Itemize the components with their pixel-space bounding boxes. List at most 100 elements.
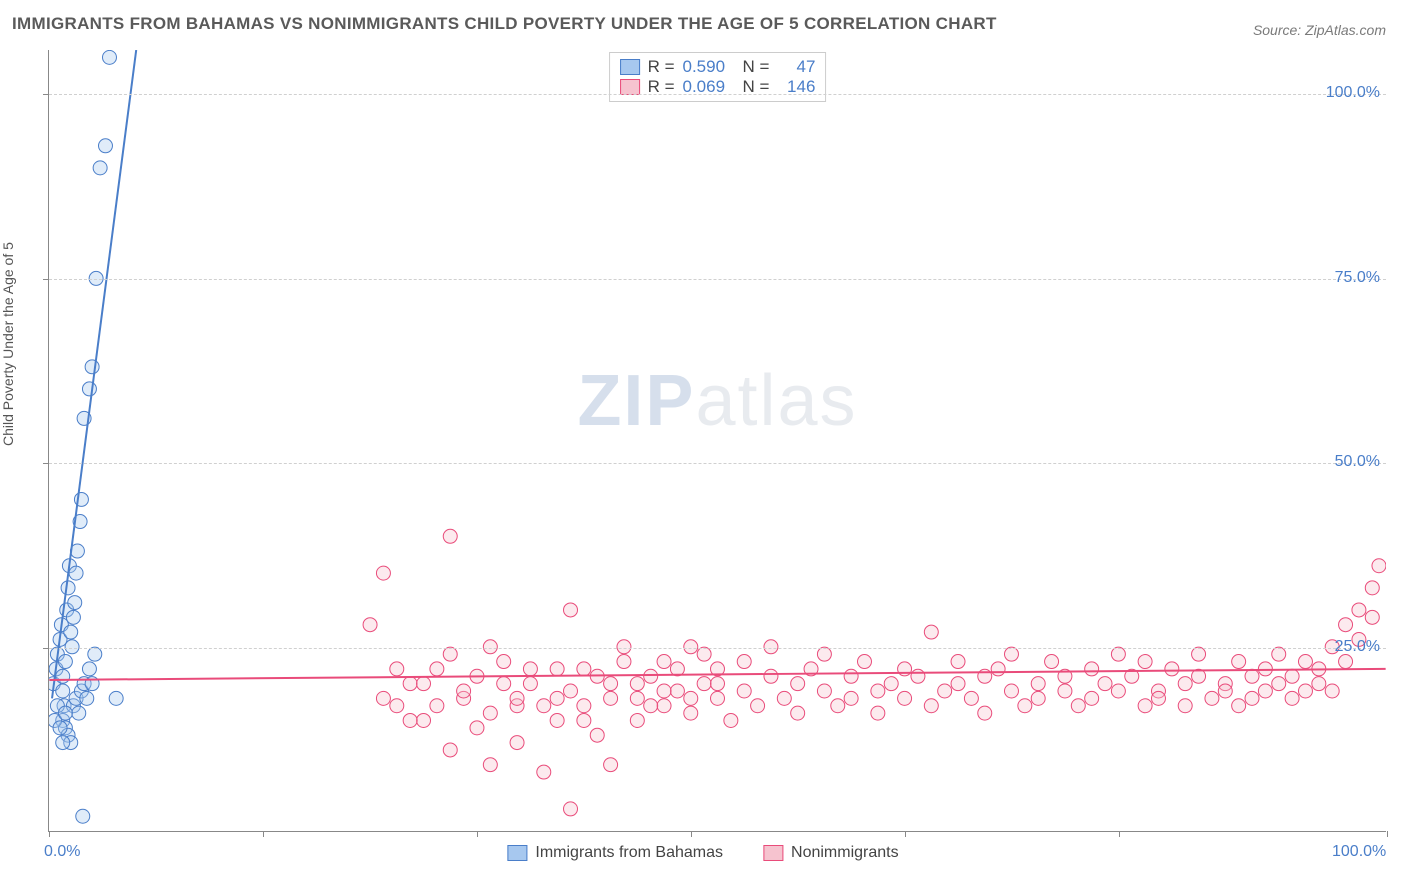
scatter-point [991,662,1005,676]
x-tick-mark [49,831,50,837]
legend-swatch [620,59,640,75]
scatter-point [644,669,658,683]
y-tick-label: 50.0% [1335,453,1380,471]
scatter-point [724,713,738,727]
scatter-point [61,581,75,595]
scatter-point [1339,618,1353,632]
scatter-point [630,677,644,691]
scatter-point [53,632,67,646]
scatter-point [1285,691,1299,705]
scatter-point [76,809,90,823]
scatter-point [60,603,74,617]
scatter-point [1365,581,1379,595]
scatter-point [1258,662,1272,676]
scatter-point [791,677,805,691]
stats-n-value: 47 [777,57,815,77]
scatter-point [77,411,91,425]
scatter-point [430,662,444,676]
scatter-point [74,492,88,506]
scatter-point [1071,699,1085,713]
scatter-point [1085,662,1099,676]
scatter-point [430,699,444,713]
scatter-point [791,706,805,720]
legend-label: Immigrants from Bahamas [535,844,723,862]
scatter-point [523,677,537,691]
scatter-point [64,736,78,750]
scatter-point [82,382,96,396]
scatter-point [57,699,71,713]
scatter-point [577,662,591,676]
chart-container: IMMIGRANTS FROM BAHAMAS VS NONIMMIGRANTS… [0,0,1406,892]
chart-title: IMMIGRANTS FROM BAHAMAS VS NONIMMIGRANTS… [12,14,997,34]
scatter-point [817,647,831,661]
scatter-point [590,728,604,742]
scatter-point [64,625,78,639]
scatter-point [697,677,711,691]
scatter-point [417,713,431,727]
scatter-point [1165,662,1179,676]
scatter-point [777,691,791,705]
scatter-point [1325,684,1339,698]
watermark: ZIPatlas [577,360,857,442]
scatter-point [49,713,62,727]
x-tick-mark [691,831,692,837]
scatter-point [1178,699,1192,713]
scatter-point [69,566,83,580]
scatter-point [844,669,858,683]
scatter-point [711,662,725,676]
scatter-point [1298,684,1312,698]
gridline-h [49,94,1386,95]
scatter-point [457,691,471,705]
scatter-svg [49,50,1386,831]
scatter-point [911,669,925,683]
x-tick-label: 0.0% [44,843,80,861]
scatter-point [1151,684,1165,698]
scatter-point [1312,662,1326,676]
scatter-point [630,691,644,705]
scatter-point [1352,603,1366,617]
scatter-point [56,713,70,727]
scatter-point [80,691,94,705]
scatter-point [1004,684,1018,698]
trend-line [52,50,136,698]
scatter-point [1111,647,1125,661]
scatter-point [98,139,112,153]
scatter-point [510,736,524,750]
y-tick-mark [43,463,49,464]
x-tick-mark [477,831,478,837]
scatter-point [510,699,524,713]
x-tick-mark [1387,831,1388,837]
scatter-point [66,610,80,624]
x-tick-mark [1119,831,1120,837]
y-tick-label: 75.0% [1335,269,1380,287]
scatter-point [1218,684,1232,698]
scatter-point [657,655,671,669]
scatter-point [1365,610,1379,624]
scatter-point [58,721,72,735]
scatter-point [751,699,765,713]
scatter-point [66,699,80,713]
y-axis-label: Child Poverty Under the Age of 5 [0,242,16,446]
scatter-point [1245,691,1259,705]
scatter-point [630,713,644,727]
gridline-h [49,463,1386,464]
scatter-point [376,691,390,705]
scatter-point [497,655,511,669]
trend-line [49,669,1385,680]
scatter-point [644,699,658,713]
scatter-point [483,758,497,772]
scatter-point [470,669,484,683]
scatter-point [670,684,684,698]
scatter-point [50,699,64,713]
scatter-point [604,677,618,691]
scatter-point [564,684,578,698]
bottom-legend-item: Nonimmigrants [763,844,899,862]
scatter-point [61,728,75,742]
scatter-point [550,713,564,727]
scatter-point [1192,669,1206,683]
legend-swatch [620,79,640,95]
scatter-point [564,603,578,617]
scatter-point [1272,677,1286,691]
scatter-point [817,684,831,698]
scatter-point [590,669,604,683]
